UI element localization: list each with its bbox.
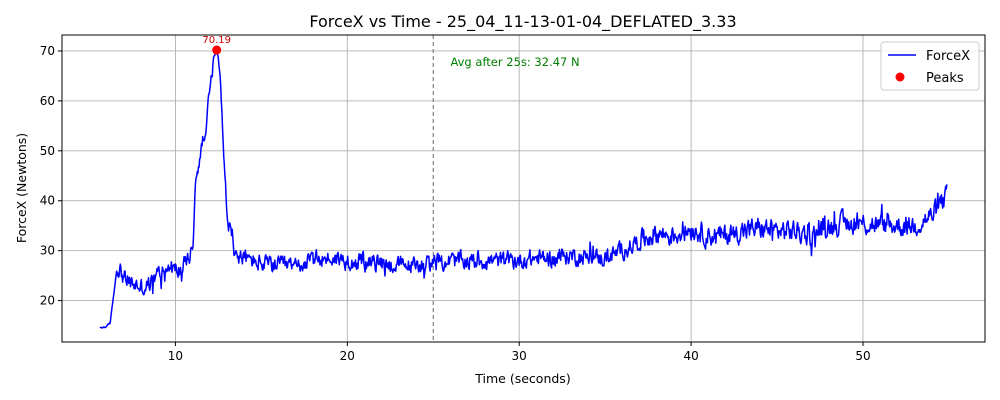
x-tick-label: 20 (340, 349, 355, 363)
x-axis-ticks: 10 20 30 40 50 (168, 342, 871, 363)
plot-frame (61, 34, 986, 343)
legend-box (880, 41, 980, 91)
x-tick-label: 10 (168, 349, 183, 363)
legend-label-forcex: ForceX (926, 49, 970, 64)
y-tick-label: 20 (40, 294, 55, 308)
x-tick-label: 40 (683, 349, 698, 363)
legend-dot-swatch (895, 72, 905, 82)
x-axis-label: Time (seconds) (474, 371, 570, 386)
y-tick-label: 70 (40, 44, 55, 58)
legend: ForceX Peaks (880, 41, 980, 91)
average-annotation: Avg after 25s: 32.47 N (450, 55, 579, 69)
legend-label-peaks: Peaks (926, 71, 964, 86)
x-tick-label: 50 (855, 349, 870, 363)
y-tick-label: 40 (40, 194, 55, 208)
y-axis-ticks: 20 30 40 50 60 70 (40, 44, 62, 308)
peak-value-label: 70.19 (202, 35, 231, 46)
y-tick-label: 60 (40, 94, 55, 108)
peak-point (212, 45, 222, 55)
peak-markers: 70.19 (202, 35, 231, 55)
forcex-series-line (99, 50, 948, 329)
y-tick-label: 30 (40, 244, 55, 258)
chart-title: ForceX vs Time - 25_04_11-13-01-04_DEFLA… (309, 12, 736, 32)
y-axis-label: ForceX (Newtons) (14, 133, 29, 243)
plot-data-area: 70.19 (99, 35, 948, 342)
x-tick-label: 30 (512, 349, 527, 363)
y-tick-label: 50 (40, 144, 55, 158)
